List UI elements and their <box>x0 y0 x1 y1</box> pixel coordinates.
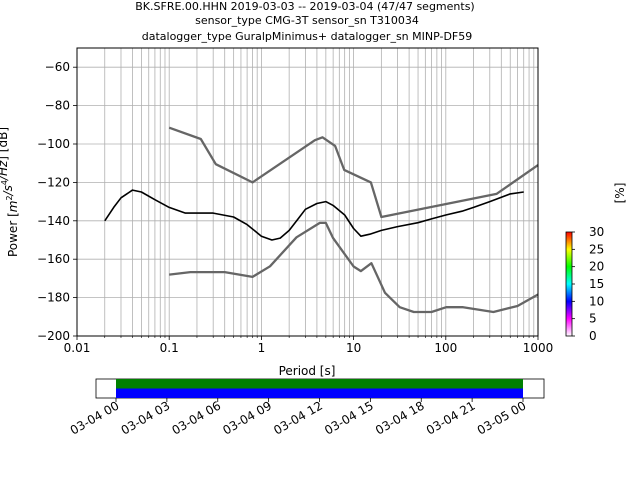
x-tick-label: 100 <box>434 341 457 355</box>
colorbar: 0 5 10 15 20 25 30 <box>565 225 604 343</box>
y-tick-label: −120 <box>37 175 70 189</box>
coverage-available <box>116 388 523 398</box>
x-axis-ticks: 0.01 0.1 1 10 100 1000 <box>64 336 554 355</box>
y-tick-label: −160 <box>37 252 70 266</box>
y-tick-label: −100 <box>37 137 70 151</box>
y-axis-ticks: −60 −80 −100 −120 −140 −160 −180 −200 <box>37 60 77 343</box>
coverage-tick-label: 03-04 00 <box>68 398 122 437</box>
coverage-tick-label: 03-04 09 <box>220 398 274 437</box>
y-tick-label: −140 <box>37 214 70 228</box>
y-axis-label: Power [m2/s4/Hz] [dB] <box>0 127 20 257</box>
coverage-tick-label: 03-04 06 <box>170 398 224 437</box>
x-tick-label: 0.1 <box>160 341 179 355</box>
colorbar-tick-label: 20 <box>589 260 604 274</box>
colorbar-tick-label: 10 <box>589 294 604 308</box>
coverage-tick-label: 03-05 00 <box>475 398 529 437</box>
colorbar-tick-label: 25 <box>589 242 604 256</box>
x-tick-label: 1000 <box>523 341 554 355</box>
high-noise-model-line <box>168 126 539 219</box>
colorbar-tick-label: 0 <box>589 329 597 343</box>
colorbar-tick-label: 15 <box>589 277 604 291</box>
title-line-1: BK.SFRE.00.HHN 2019-03-03 -- 2019-03-04 … <box>135 0 474 13</box>
x-tick-label: 10 <box>346 341 361 355</box>
x-axis-label: Period [s] <box>279 364 336 378</box>
coverage-processed <box>116 379 523 389</box>
chart-title: BK.SFRE.00.HHN 2019-03-03 -- 2019-03-04 … <box>135 0 474 43</box>
x-tick-label: 0.01 <box>64 341 91 355</box>
coverage-tick-label: 03-04 18 <box>373 398 427 437</box>
colorbar-tick-label: 30 <box>589 225 604 239</box>
colorbar-scale <box>565 231 573 337</box>
title-line-2: sensor_type CMG-3T sensor_sn T310034 <box>195 14 419 27</box>
plot-frame <box>76 47 539 337</box>
y-tick-label: −60 <box>45 60 70 74</box>
x-tick-label: 1 <box>258 341 266 355</box>
coverage-tick-label: 03-04 03 <box>119 398 173 437</box>
colorbar-label: [%] <box>613 183 627 204</box>
low-noise-model-line <box>169 221 539 314</box>
reference-curves <box>104 126 539 314</box>
colorbar-tick-label: 5 <box>589 312 597 326</box>
coverage-tick-label: 03-04 21 <box>424 398 478 437</box>
y-tick-label: −200 <box>37 329 70 343</box>
coverage-tick-label: 03-04 15 <box>322 398 376 437</box>
coverage-tick-label: 03-04 12 <box>271 398 325 437</box>
mean-psd-line <box>104 189 524 241</box>
grid <box>77 48 538 336</box>
y-tick-label: −80 <box>45 99 70 113</box>
y-tick-label: −180 <box>37 291 70 305</box>
title-line-3: datalogger_type GuralpMinimus+ datalogge… <box>142 30 473 43</box>
